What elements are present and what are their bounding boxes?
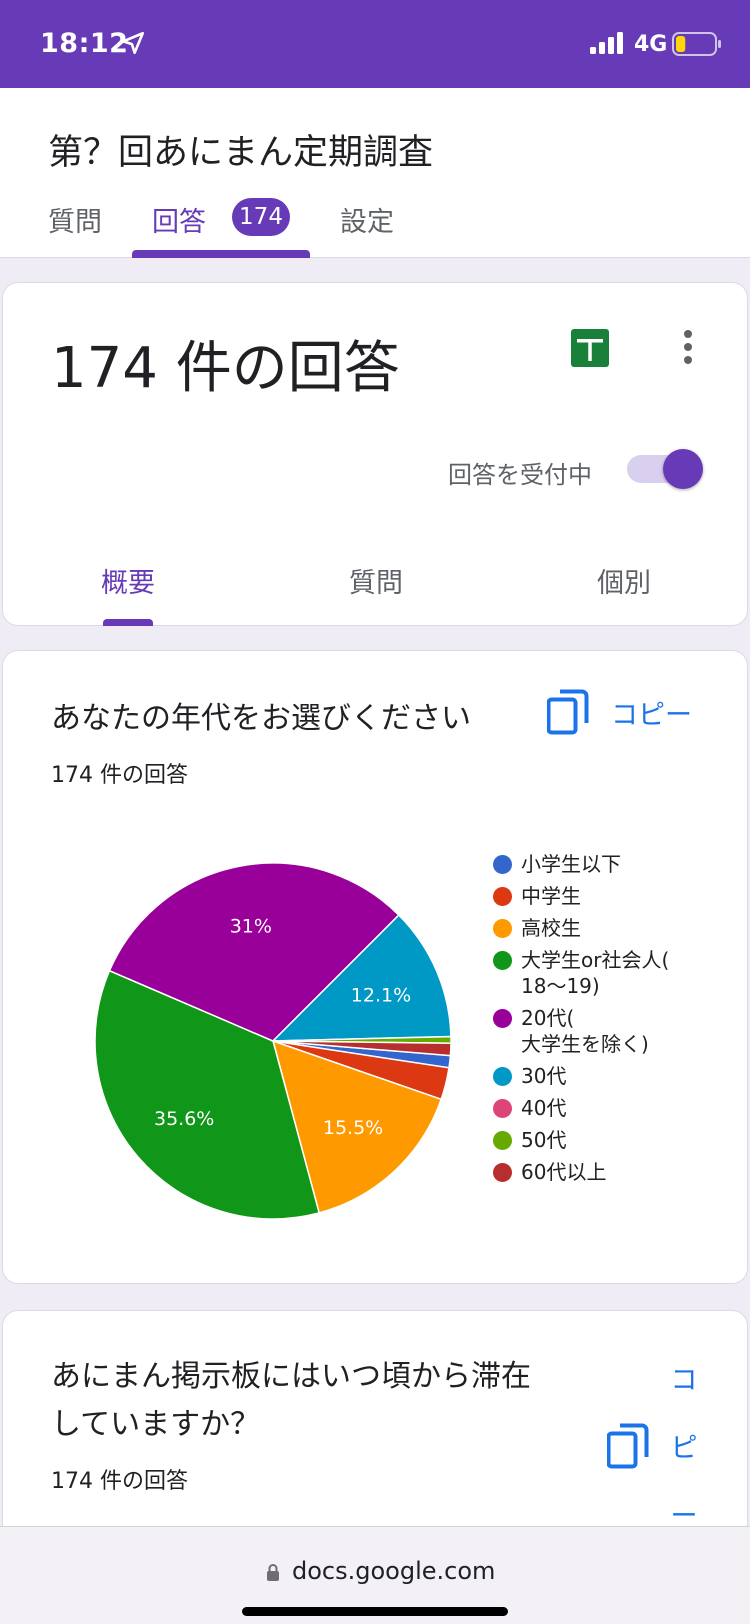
more-options-icon[interactable] xyxy=(673,327,703,367)
question-response-count: 174 件の回答 xyxy=(51,763,188,788)
pie-chart: 15.5% 35.6% 31% 12.1% xyxy=(94,862,452,1220)
legend-label: 30代 xyxy=(521,1064,567,1088)
legend-item: 20代( 大学生を除く) xyxy=(491,1005,741,1057)
legend-swatch xyxy=(493,1163,512,1182)
pie-slice xyxy=(272,1040,452,1057)
accepting-responses-label: 回答を受付中 xyxy=(448,461,592,489)
legend-label: 20代( 大学生を除く) xyxy=(521,1006,649,1056)
legend-item: 小学生以下 xyxy=(491,851,741,877)
legend-label: 中学生 xyxy=(521,884,581,908)
toggle-thumb[interactable] xyxy=(663,449,703,489)
network-type: 4G xyxy=(634,32,668,57)
legend-swatch xyxy=(493,855,512,874)
status-bar: 18:12 4G xyxy=(0,0,750,88)
legend-swatch xyxy=(493,919,512,938)
legend-item: 大学生or社会人( 18〜19) xyxy=(491,947,741,999)
copy-icon[interactable] xyxy=(547,689,589,735)
legend-item: 40代 xyxy=(491,1095,741,1121)
cellular-signal-icon xyxy=(590,32,623,54)
active-tab-indicator xyxy=(132,250,310,258)
legend-label: 高校生 xyxy=(521,916,581,940)
legend-swatch xyxy=(493,1099,512,1118)
home-indicator xyxy=(242,1607,508,1616)
legend-item: 60代以上 xyxy=(491,1159,741,1185)
legend-item: 50代 xyxy=(491,1127,741,1153)
pie-slice xyxy=(108,862,400,1042)
response-count-heading: 174 件の回答 xyxy=(51,336,400,401)
question-title-2: あにまん掲示板にはいつ頃から滞在していますか？ xyxy=(51,1359,531,1442)
copy-button-2[interactable]: コピー xyxy=(670,1365,698,1532)
copy-button[interactable]: コピー xyxy=(611,700,692,731)
form-header: 第？回あにまん定期調査 質問 回答 174 設定 xyxy=(0,88,750,258)
legend-label: 60代以上 xyxy=(521,1160,607,1184)
google-sheets-icon[interactable] xyxy=(571,329,609,367)
location-arrow-icon xyxy=(121,31,145,55)
tab-questions[interactable]: 質問 xyxy=(48,207,102,238)
lock-icon xyxy=(267,1564,279,1581)
copy-icon-2[interactable] xyxy=(607,1423,649,1469)
legend-swatch xyxy=(493,951,512,970)
legend-item: 30代 xyxy=(491,1063,741,1089)
legend-swatch xyxy=(493,1131,512,1150)
status-time: 18:12 xyxy=(40,28,129,59)
subtab-question[interactable]: 質問 xyxy=(349,568,403,599)
legend-label: 50代 xyxy=(521,1128,567,1152)
responses-count-badge: 174 xyxy=(232,198,290,236)
pie-slice-label: 15.5% xyxy=(323,1117,383,1139)
legend-swatch xyxy=(493,887,512,906)
pie-slice-label: 31% xyxy=(230,916,272,938)
responses-summary-card: 174 件の回答 回答を受付中 概要 質問 個別 xyxy=(2,282,748,626)
legend-item: 高校生 xyxy=(491,915,741,941)
tab-settings[interactable]: 設定 xyxy=(340,207,394,238)
question-title: あなたの年代をお選びください xyxy=(51,701,471,736)
url-text[interactable]: docs.google.com xyxy=(292,1557,496,1585)
legend-label: 大学生or社会人( 18〜19) xyxy=(521,948,670,998)
pie-slice xyxy=(271,1039,443,1214)
pie-slice-label: 35.6% xyxy=(154,1108,214,1130)
question-card: あなたの年代をお選びください コピー 174 件の回答 15.5% 35.6% 31… xyxy=(2,650,748,1284)
battery-icon xyxy=(672,32,721,56)
question-response-count-2: 174 件の回答 xyxy=(51,1469,188,1494)
legend-swatch xyxy=(493,1067,512,1086)
tab-responses[interactable]: 回答 xyxy=(152,207,206,238)
pie-slice xyxy=(94,969,321,1220)
legend-label: 小学生以下 xyxy=(521,852,621,876)
legend-label: 40代 xyxy=(521,1096,567,1120)
subtab-summary[interactable]: 概要 xyxy=(101,568,155,599)
legend-item: 中学生 xyxy=(491,883,741,909)
pie-slice-label: 12.1% xyxy=(351,985,411,1007)
form-title: 第？回あにまん定期調査 xyxy=(48,133,434,173)
chart-legend: 小学生以下中学生高校生大学生or社会人( 18〜19) 20代( 大学生を除く) 3… xyxy=(491,851,741,1191)
legend-swatch xyxy=(493,1009,512,1028)
pie-slice xyxy=(271,914,452,1042)
subtab-individual[interactable]: 個別 xyxy=(597,568,651,599)
active-subtab-indicator xyxy=(103,619,153,626)
browser-url-bar[interactable]: docs.google.com xyxy=(0,1526,750,1624)
